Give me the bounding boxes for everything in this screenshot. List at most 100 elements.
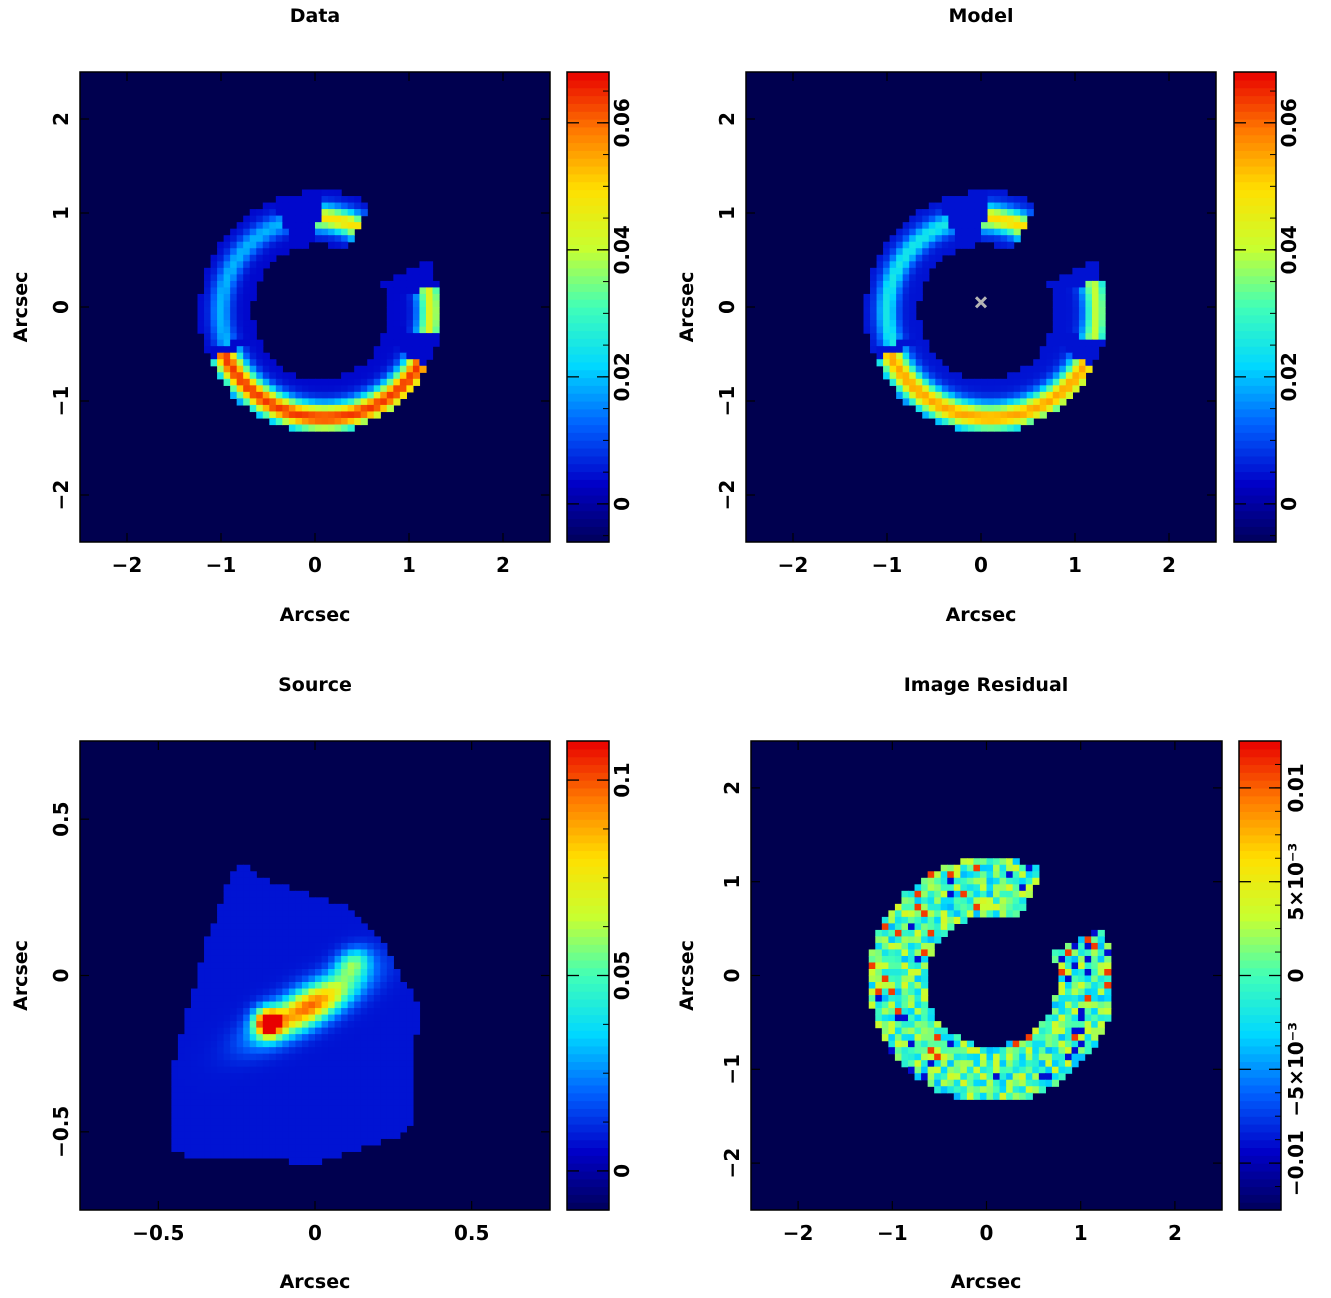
heatmap-cell	[915, 352, 923, 360]
heatmap-cell	[1032, 1047, 1040, 1055]
heatmap-cell	[236, 1092, 244, 1100]
heatmap-cell	[954, 404, 963, 413]
heatmap-cell	[1065, 1053, 1073, 1061]
heatmap-cell	[1025, 1066, 1033, 1074]
heatmap-cell	[308, 202, 316, 210]
heatmap-cell	[934, 1040, 942, 1048]
heatmap-cell	[883, 346, 891, 354]
colorbar: 00.050.1	[566, 740, 634, 1211]
heatmap-cell	[243, 1060, 251, 1068]
heatmap-cell	[230, 955, 238, 964]
heatmap-cell	[308, 209, 316, 217]
heatmap-cell	[967, 385, 976, 393]
heatmap-cell	[288, 1131, 297, 1139]
heatmap-cell	[922, 235, 930, 243]
heatmap-cell	[406, 1047, 414, 1055]
heatmap-cell	[269, 235, 277, 243]
heatmap-cell	[380, 988, 388, 996]
heatmap-cell	[1012, 890, 1020, 898]
heatmap-cell	[230, 1008, 238, 1016]
heatmap-cell	[1019, 871, 1027, 879]
heatmap-cell	[1006, 1092, 1014, 1100]
heatmap-cell	[243, 385, 251, 393]
heatmap-cell	[1025, 1040, 1033, 1048]
heatmap-cell	[308, 424, 316, 432]
heatmap-cell	[308, 235, 316, 243]
heatmap-cell	[870, 267, 878, 275]
heatmap-cell	[217, 320, 225, 328]
heatmap-cell	[386, 391, 394, 399]
heatmap-cell	[223, 923, 231, 931]
heatmap-cell	[210, 320, 218, 328]
heatmap-cell	[295, 1060, 303, 1068]
heatmap-cell	[974, 189, 982, 197]
heatmap-cell	[393, 274, 401, 282]
heatmap-cell	[1045, 1047, 1053, 1055]
heatmap-cell	[888, 995, 896, 1003]
heatmap-cell	[973, 858, 981, 866]
colorbar-segment	[1239, 1077, 1281, 1086]
heatmap-cell	[341, 1105, 349, 1113]
heatmap-cell	[1025, 884, 1033, 892]
heatmap-cell	[888, 988, 896, 996]
heatmap-cell	[947, 1079, 955, 1087]
heatmap-cell	[981, 404, 989, 413]
heatmap-cell	[868, 995, 876, 1003]
heatmap-cell	[190, 1099, 199, 1107]
heatmap-cell	[1078, 346, 1087, 354]
heatmap-cell	[889, 346, 897, 354]
heatmap-cell	[210, 333, 218, 341]
heatmap-cell	[210, 923, 218, 931]
colorbar-segment	[1234, 275, 1276, 285]
colorbar-segment	[567, 748, 609, 758]
heatmap-cell	[432, 333, 440, 341]
heatmap-cell	[380, 949, 388, 957]
heatmap-cell	[1013, 391, 1021, 399]
heatmap-cell	[915, 333, 923, 341]
heatmap-cell	[902, 313, 910, 321]
heatmap-cell	[863, 326, 871, 334]
heatmap-cell	[1026, 372, 1034, 380]
heatmap-cell	[295, 910, 303, 918]
heatmap-cell	[334, 1008, 342, 1016]
plot-background	[751, 741, 1222, 1210]
heatmap-cell	[236, 890, 244, 898]
heatmap-cell	[380, 1027, 388, 1035]
heatmap-cell	[334, 404, 342, 413]
heatmap-cell	[341, 1053, 349, 1061]
heatmap-cell	[295, 411, 303, 419]
heatmap-cell	[288, 391, 297, 399]
heatmap-cell	[230, 1066, 238, 1074]
heatmap-cell	[171, 1105, 179, 1113]
heatmap-cell	[347, 968, 355, 977]
heatmap-cell	[334, 936, 342, 944]
heatmap-cell	[360, 411, 368, 419]
heatmap-cell	[1032, 1073, 1040, 1081]
heatmap-cell	[935, 385, 943, 393]
heatmap-cell	[243, 962, 251, 970]
heatmap-cell	[960, 1060, 968, 1068]
heatmap-cell	[236, 1047, 244, 1055]
heatmap-cell	[341, 1040, 349, 1048]
heatmap-cell	[940, 864, 948, 872]
heatmap-cell	[888, 916, 896, 924]
heatmap-cell	[230, 1125, 238, 1133]
heatmap-cell	[1072, 313, 1080, 321]
heatmap-cell	[347, 1144, 355, 1152]
heatmap-cell	[184, 1047, 192, 1055]
heatmap-cell	[210, 352, 218, 360]
heatmap-cell	[360, 1073, 368, 1081]
heatmap-cell	[922, 222, 930, 230]
heatmap-cell	[295, 988, 303, 996]
heatmap-cell	[301, 942, 310, 951]
heatmap-cell	[190, 1034, 199, 1042]
heatmap-cell	[334, 391, 342, 399]
heatmap-cell	[425, 339, 434, 347]
heatmap-cell	[1006, 1073, 1014, 1081]
heatmap-cell	[399, 995, 407, 1003]
colorbar-segment	[1234, 502, 1276, 512]
y-tick-label: 2	[49, 112, 73, 126]
heatmap-cell	[921, 955, 929, 964]
heatmap-cell	[262, 903, 270, 911]
heatmap-cell	[282, 1105, 290, 1113]
